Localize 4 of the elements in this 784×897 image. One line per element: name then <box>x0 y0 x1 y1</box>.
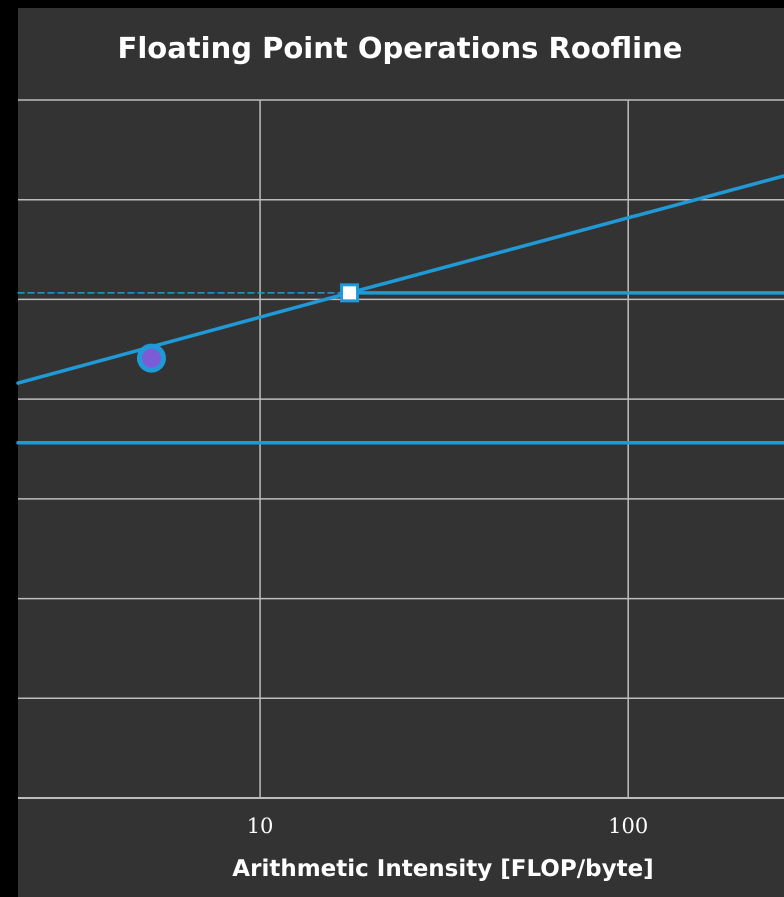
x-tick-label: 10 <box>246 814 274 838</box>
x-axis-title: Arithmetic Intensity [FLOP/byte] <box>232 856 654 882</box>
chart-title: Floating Point Operations Roofline <box>118 31 682 65</box>
x-tick-label: 100 <box>608 814 648 838</box>
